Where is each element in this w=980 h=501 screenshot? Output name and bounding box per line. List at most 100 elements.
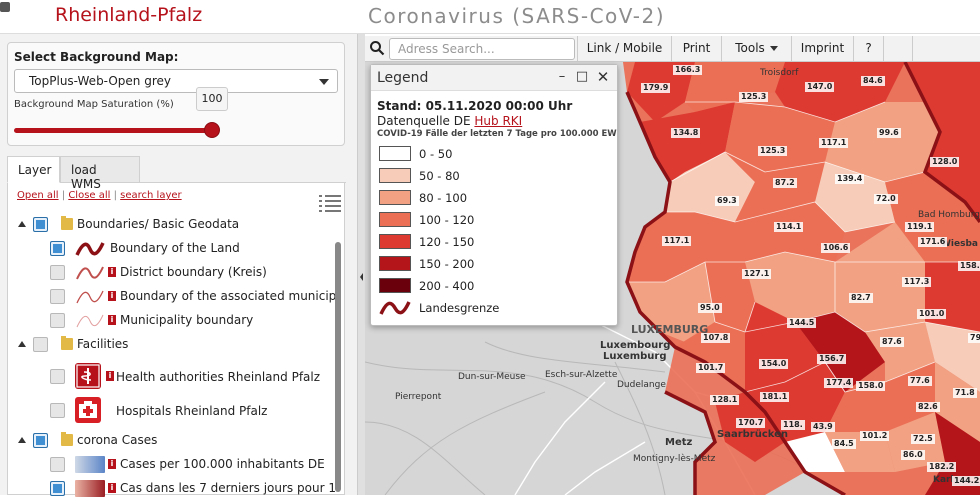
- app-title: Coronavirus (SARS-CoV-2): [368, 4, 666, 28]
- tree-item-health-authorities[interactable]: i Health authorities Rheinland Pfalz: [8, 363, 338, 391]
- checkbox[interactable]: [50, 289, 65, 304]
- district-value-label: 101.0: [917, 309, 947, 319]
- district-value-label: 71.8: [953, 388, 977, 398]
- close-all-link[interactable]: Close all: [68, 190, 111, 201]
- link-mobile-button[interactable]: Link / Mobile: [577, 36, 671, 62]
- help-button[interactable]: ?: [853, 36, 883, 62]
- map-label-luxemburg-city: Luxemburg: [603, 351, 667, 362]
- district-value-label: 147.0: [805, 82, 835, 92]
- district-value-label: 158.0: [856, 381, 886, 391]
- panel-splitter[interactable]: [357, 34, 365, 495]
- legend-window[interactable]: Legend – □ ✕ Stand: 05.11.2020 00:00 Uhr…: [370, 64, 618, 326]
- district-value-label: 84.5: [832, 439, 856, 449]
- legend-swatch: [379, 234, 411, 249]
- hub-rki-link[interactable]: Hub RKI: [474, 114, 523, 128]
- saturation-tooltip: 100: [196, 87, 228, 111]
- maximize-icon[interactable]: □: [575, 69, 589, 84]
- layer-scrollbar[interactable]: [335, 242, 341, 492]
- legend-stand: Stand: 05.11.2020 00:00 Uhr: [377, 99, 573, 113]
- tree-group-facilities[interactable]: Facilities: [8, 335, 338, 357]
- map-label-dun: Dun-sur-Meuse: [458, 372, 526, 382]
- district-value-label: 84.6: [861, 76, 885, 86]
- district-value-label: 95.0: [698, 303, 722, 313]
- tree-group-boundaries[interactable]: Boundaries/ Basic Geodata: [8, 215, 338, 237]
- checkbox[interactable]: [50, 241, 65, 256]
- map-label-luxembourg: Luxembourg: [600, 340, 671, 351]
- imprint-button[interactable]: Imprint: [791, 36, 853, 62]
- tree-item-cases-7days[interactable]: i Cas dans les 7 derniers jours pour 100: [8, 479, 338, 501]
- legend-swatch: [379, 190, 411, 205]
- map-label-wiesbaden: Wiesba: [941, 239, 978, 249]
- open-all-link[interactable]: Open all: [17, 190, 59, 201]
- district-value-label: 125.3: [758, 146, 788, 156]
- collapse-arrow-icon[interactable]: [359, 257, 364, 297]
- expand-triangle-icon[interactable]: [18, 341, 26, 347]
- checkbox[interactable]: [33, 337, 48, 352]
- district-value-label: 128.1: [710, 395, 740, 405]
- district-value-label: 171.6: [918, 237, 948, 247]
- list-view-icon[interactable]: [319, 193, 341, 212]
- tree-label: Cas dans les 7 derniers jours pour 100: [120, 481, 338, 495]
- legend-item-label: 200 - 400: [419, 279, 475, 293]
- map-label-saarbruecken: Saarbrücken: [717, 429, 789, 440]
- background-map-select[interactable]: TopPlus-Web-Open grey: [14, 69, 338, 93]
- info-icon[interactable]: i: [108, 267, 116, 277]
- brand-title[interactable]: Rheinland-Pfalz: [55, 4, 203, 26]
- district-value-label: 170.7: [736, 418, 766, 428]
- map-canvas[interactable]: LUXEMBURG Luxembourg Luxemburg Dudelange…: [365, 62, 980, 495]
- tree-item-boundary-land[interactable]: Boundary of the Land: [8, 239, 338, 261]
- district-value-label: 77.6: [908, 376, 932, 386]
- checkbox[interactable]: [33, 217, 48, 232]
- info-icon[interactable]: i: [108, 291, 116, 301]
- tools-label: Tools: [735, 41, 765, 55]
- checkbox[interactable]: [50, 457, 65, 472]
- tree-item-cases-de[interactable]: i Cases per 100.000 inhabitants DE: [8, 455, 338, 477]
- expand-triangle-icon[interactable]: [18, 437, 26, 443]
- tab-load-wms[interactable]: load WMS: [60, 156, 140, 191]
- close-icon[interactable]: ✕: [596, 68, 610, 86]
- district-value-label: 158.: [958, 261, 980, 271]
- tree-item-vg-boundary[interactable]: i Boundary of the associated municipalit…: [8, 287, 338, 309]
- checkbox[interactable]: [50, 313, 65, 328]
- tree-label: Hospitals Rheinland Pfalz: [116, 404, 268, 418]
- tree-item-district-boundary[interactable]: i District boundary (Kreis): [8, 263, 338, 285]
- legend-source-prefix: Datenquelle DE: [377, 114, 475, 128]
- side-panel: Select Background Map: TopPlus-Web-Open …: [0, 34, 357, 497]
- checkbox[interactable]: [50, 265, 65, 280]
- tree-item-municipality-boundary[interactable]: i Municipality boundary: [8, 311, 338, 333]
- district-value-label: 87.2: [773, 178, 797, 188]
- legend-swatch: [379, 168, 411, 183]
- address-search-input[interactable]: Adress Search...: [389, 38, 575, 60]
- menu-icon[interactable]: [0, 2, 10, 12]
- info-icon[interactable]: i: [108, 459, 116, 469]
- tree-links: Open all | Close all | search layer: [17, 190, 182, 201]
- district-value-label: 119.1: [905, 222, 935, 232]
- district-value-label: 114.1: [774, 222, 804, 232]
- tree-item-hospitals[interactable]: Hospitals Rheinland Pfalz: [8, 397, 338, 425]
- checkbox[interactable]: [50, 403, 65, 418]
- tools-menu-button[interactable]: Tools: [721, 36, 791, 62]
- print-button[interactable]: Print: [671, 36, 721, 62]
- saturation-label: Background Map Saturation (%): [14, 99, 174, 110]
- tab-layer[interactable]: Layer: [7, 156, 60, 183]
- info-icon[interactable]: i: [106, 371, 114, 381]
- legend-item-label: 120 - 150: [419, 235, 475, 249]
- chevron-down-icon: [769, 46, 778, 51]
- info-icon[interactable]: i: [108, 315, 116, 325]
- associated-municipality-line-icon: [76, 290, 104, 304]
- checkbox[interactable]: [50, 481, 65, 496]
- info-icon[interactable]: i: [108, 483, 116, 493]
- search-icon[interactable]: [369, 40, 385, 56]
- checkbox[interactable]: [50, 369, 65, 384]
- district-value-label: 69.3: [715, 196, 739, 206]
- minimize-icon[interactable]: –: [558, 69, 566, 84]
- legend-title: Legend: [377, 70, 429, 86]
- saturation-slider-track[interactable]: [14, 128, 219, 133]
- tree-group-corona-cases[interactable]: corona Cases: [8, 431, 338, 453]
- background-map-selected: TopPlus-Web-Open grey: [29, 74, 171, 88]
- checkbox[interactable]: [33, 433, 48, 448]
- expand-triangle-icon[interactable]: [18, 221, 26, 227]
- legend-header[interactable]: Legend – □ ✕: [371, 65, 617, 91]
- saturation-slider-handle[interactable]: [204, 122, 220, 138]
- search-layer-link[interactable]: search layer: [120, 190, 182, 201]
